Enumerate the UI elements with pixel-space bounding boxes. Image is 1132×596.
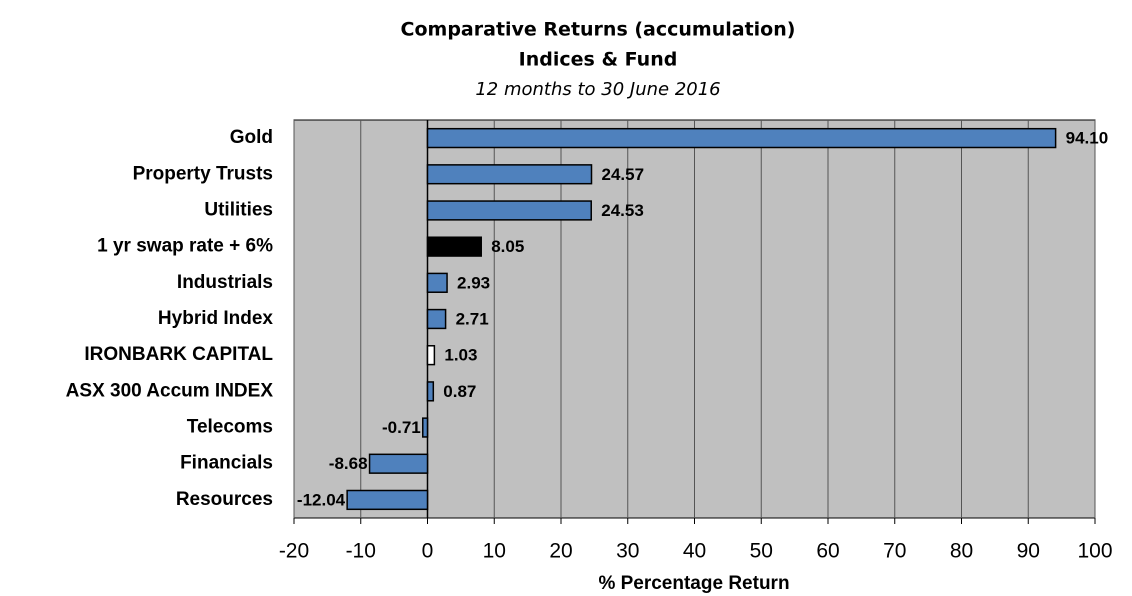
x-tick-label: 70 (883, 540, 906, 563)
x-tick-label: 10 (483, 540, 506, 563)
chart-subtitle: Indices & Fund (519, 49, 678, 71)
value-label: 24.57 (602, 165, 645, 184)
bar (426, 164, 593, 185)
x-tick-label: 50 (750, 540, 773, 563)
x-tick-label: 0 (422, 540, 434, 563)
category-label: Industrials (177, 272, 273, 293)
x-tick-label: 100 (1077, 540, 1112, 563)
x-tick-label: 20 (549, 540, 572, 563)
x-tick-label: 40 (683, 540, 706, 563)
bar (346, 489, 429, 511)
bar (426, 381, 435, 402)
chart-note: 12 months to 30 June 2016 (475, 79, 720, 100)
x-tick-label: -20 (279, 540, 309, 563)
category-label: Utilities (204, 199, 273, 220)
x-tick-label: 80 (950, 540, 973, 563)
x-tick-label: 30 (616, 540, 639, 563)
bar (426, 127, 1057, 149)
value-label: 0.87 (443, 382, 476, 401)
bar (426, 345, 436, 366)
value-label: 2.71 (456, 309, 489, 328)
value-label: 94.10 (1066, 129, 1109, 148)
bar (422, 417, 429, 438)
category-label: Gold (230, 127, 273, 148)
value-label: -0.71 (382, 418, 421, 437)
category-label: Hybrid Index (158, 308, 274, 329)
category-label: ASX 300 Accum INDEX (66, 380, 274, 401)
bar (426, 236, 482, 257)
bar (426, 308, 447, 330)
category-label: IRONBARK CAPITAL (84, 344, 273, 365)
category-label: 1 yr swap rate + 6% (97, 236, 273, 257)
value-label: 8.05 (491, 237, 524, 256)
category-label: Property Trusts (133, 163, 273, 184)
category-label: Resources (176, 489, 273, 510)
chart-title: Comparative Returns (accumulation) (401, 19, 796, 41)
value-label: 2.93 (457, 273, 490, 292)
category-label: Financials (180, 453, 273, 474)
x-tick-label: 60 (816, 540, 839, 563)
x-tick-label: 90 (1017, 540, 1040, 563)
category-label: Telecoms (187, 417, 273, 438)
value-label: 24.53 (601, 201, 644, 220)
bar (426, 272, 448, 293)
value-label: -12.04 (297, 490, 346, 509)
bar (426, 200, 592, 221)
value-label: 1.03 (444, 346, 477, 365)
x-tick-label: -10 (346, 540, 376, 563)
bar (368, 453, 429, 474)
value-label: -8.68 (329, 454, 368, 473)
x-axis-label: % Percentage Return (598, 573, 789, 594)
